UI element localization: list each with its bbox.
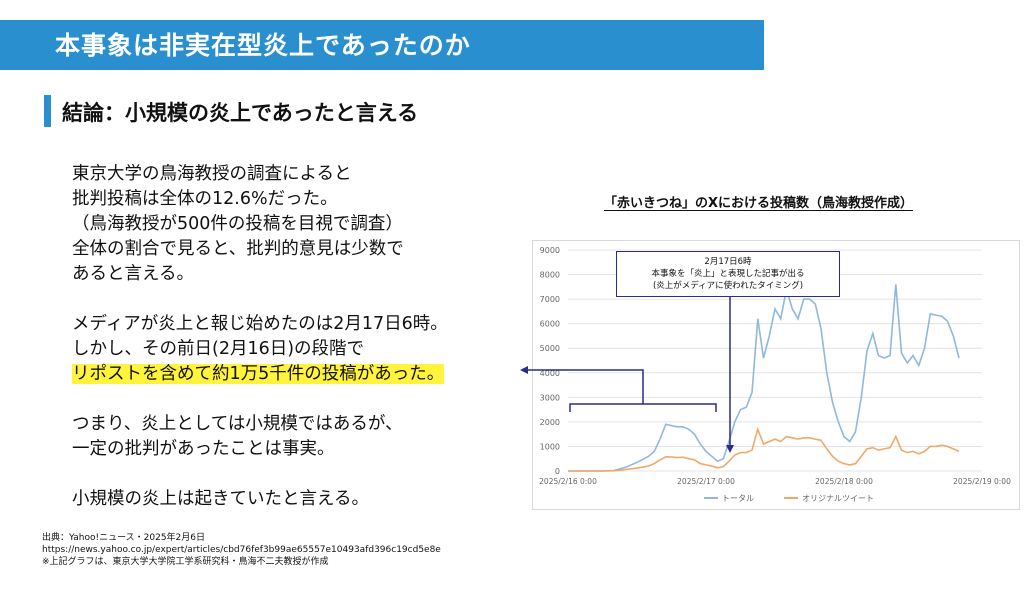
y-tick-label: 5000 bbox=[540, 344, 560, 353]
x-tick-label: 2025/2/19 0:00 bbox=[953, 477, 1011, 486]
highlighted-statement: リポストを含めて約1万5千件の投稿があった。 bbox=[72, 364, 445, 384]
y-tick-label: 2000 bbox=[540, 418, 560, 427]
body-text: 東京大学の鳥海教授の調査によると 批判投稿は全体の12.6%だった。 （鳥海教授… bbox=[72, 162, 448, 512]
body-line: メディアが炎上と報じ始めたのは2月17日6時。 bbox=[72, 314, 448, 334]
x-tick-label: 2025/2/18 0:00 bbox=[815, 477, 873, 486]
body-line: 小規模の炎上は起きていたと言える。 bbox=[72, 489, 369, 509]
conclusion-heading: 結論：小規模の炎上であったと言える bbox=[62, 101, 419, 125]
annotation-line: 2月17日6時 bbox=[704, 257, 752, 267]
annotation-line: (炎上がメディアに使われたタイミング) bbox=[652, 281, 804, 291]
x-tick-label: 2025/2/17 0:00 bbox=[677, 477, 735, 486]
y-tick-label: 3000 bbox=[540, 393, 560, 402]
y-tick-label: 8000 bbox=[540, 271, 560, 280]
header-band bbox=[0, 20, 764, 70]
chart-title: 「赤いきつね」のXにおける投稿数（鳥海教授作成） bbox=[604, 196, 914, 211]
body-line: しかし、その前日(2月16日)の段階で bbox=[72, 339, 365, 359]
y-tick-label: 1000 bbox=[540, 442, 560, 451]
source-line: 出典：Yahoo!ニュース・2025年2月6日 bbox=[42, 533, 206, 543]
series-line bbox=[568, 284, 960, 472]
source-url: https://news.yahoo.co.jp/expert/articles… bbox=[42, 545, 441, 555]
conclusion-accent-bar bbox=[44, 95, 51, 127]
page-title: 本事象は非実在型炎上であったのか bbox=[55, 31, 471, 60]
legend-label: トータル bbox=[722, 494, 754, 503]
series-line bbox=[568, 426, 960, 472]
body-line: 一定の批判があったことは事実。 bbox=[72, 439, 335, 459]
y-tick-label: 7000 bbox=[540, 295, 560, 304]
body-line: 全体の割合で見ると、批判的意見は少数で bbox=[72, 239, 404, 259]
y-tick-label: 9000 bbox=[540, 246, 560, 255]
source-note: 出典：Yahoo!ニュース・2025年2月6日 https://news.yah… bbox=[42, 532, 441, 568]
body-line: あると言える。 bbox=[72, 264, 194, 284]
annotation-box: 2月17日6時 本事象を「炎上」と表現した記事が出る (炎上がメディアに使われた… bbox=[616, 251, 840, 297]
y-tick-label: 4000 bbox=[540, 369, 560, 378]
body-line: つまり、炎上としては小規模ではあるが、 bbox=[72, 414, 403, 434]
body-line: 批判投稿は全体の12.6%だった。 bbox=[72, 189, 338, 209]
y-tick-label: 6000 bbox=[540, 320, 560, 329]
body-line: 東京大学の鳥海教授の調査によると bbox=[72, 164, 352, 184]
annotation-line: 本事象を「炎上」と表現した記事が出る bbox=[651, 269, 805, 279]
legend-label: オリジナルツイート bbox=[802, 494, 874, 503]
source-line: ※上記グラフは、東京大学大学院工学系研究科・鳥海不二夫教授が作成 bbox=[42, 557, 329, 567]
y-tick-label: 0 bbox=[555, 467, 560, 476]
body-line: （鳥海教授が500件の投稿を目視で調査） bbox=[72, 214, 403, 234]
x-tick-label: 2025/2/16 0:00 bbox=[539, 477, 597, 486]
